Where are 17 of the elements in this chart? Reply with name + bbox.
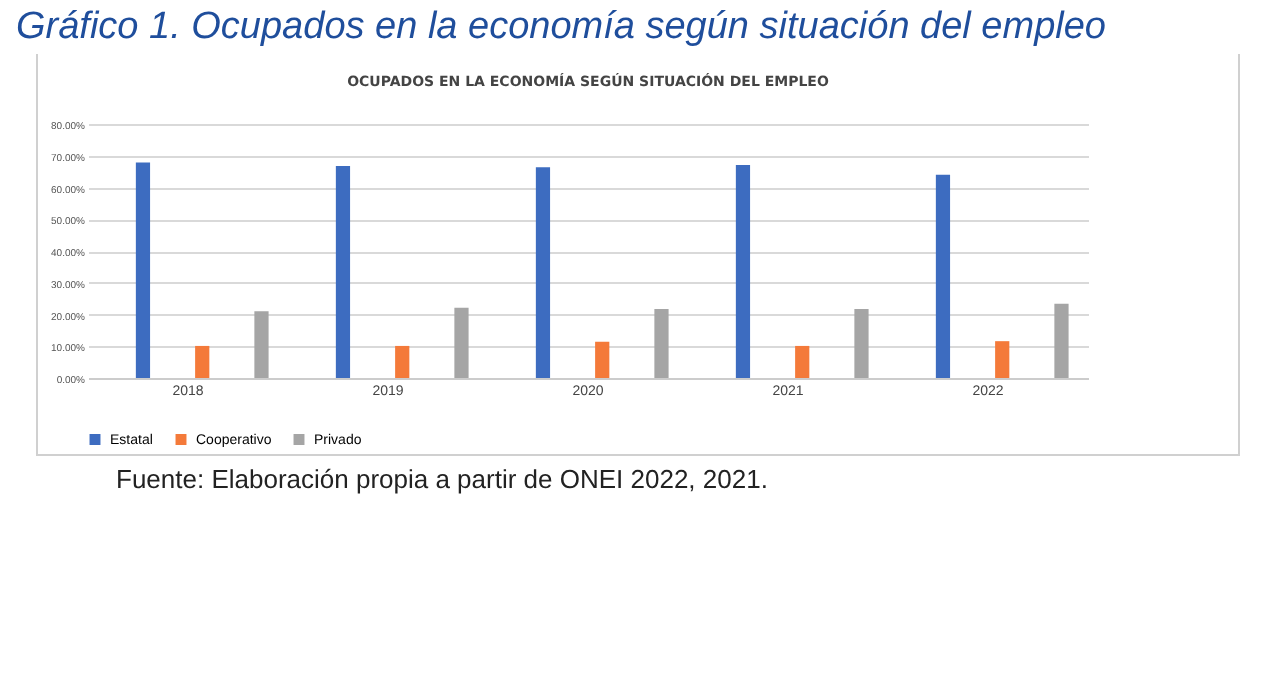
bar	[995, 341, 1010, 378]
bar	[135, 162, 151, 378]
bar	[535, 167, 551, 378]
bar	[454, 307, 469, 378]
bar	[395, 345, 410, 378]
bar	[254, 311, 269, 378]
bar	[935, 174, 951, 378]
bar	[735, 164, 751, 378]
bar	[335, 165, 351, 378]
bar	[795, 345, 810, 378]
bar	[654, 309, 669, 378]
bar	[1054, 303, 1069, 378]
bar	[854, 309, 869, 378]
chart-title: Gráfico 1. Ocupados en la economía según situación del empleo	[14, 4, 1108, 52]
source-note: Fuente: Elaboración propia a partir de ONEI 2022, 2021.	[114, 462, 770, 494]
bar	[595, 341, 610, 378]
bar	[195, 345, 210, 378]
